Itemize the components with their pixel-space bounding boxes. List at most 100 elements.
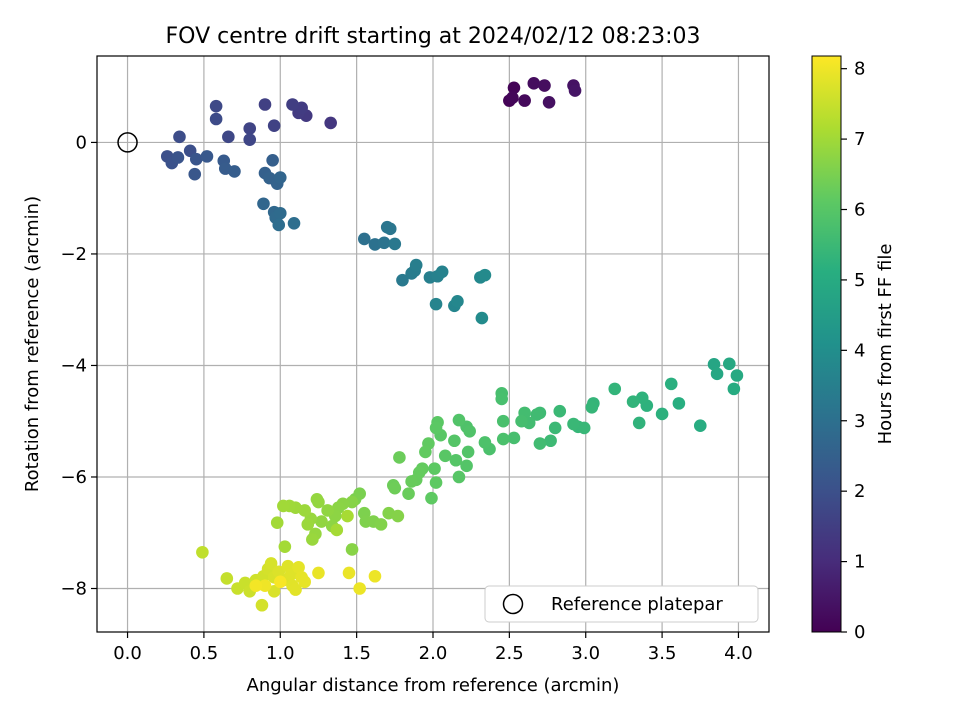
data-point xyxy=(383,222,397,236)
data-point xyxy=(258,98,272,111)
data-point xyxy=(402,487,415,501)
data-point xyxy=(460,459,473,473)
data-point xyxy=(533,437,547,450)
data-point xyxy=(388,481,402,495)
data-point xyxy=(506,91,519,105)
data-point xyxy=(507,81,521,95)
data-point xyxy=(306,533,319,546)
data-point xyxy=(173,130,186,144)
data-point xyxy=(425,491,438,505)
data-point xyxy=(341,509,354,523)
data-point xyxy=(298,575,312,589)
data-point xyxy=(710,367,724,381)
data-point xyxy=(315,515,328,528)
colorbar-gradient xyxy=(811,55,842,633)
data-point xyxy=(448,434,461,448)
colorbar-tick-label: 5 xyxy=(854,270,865,291)
data-point xyxy=(257,197,270,211)
data-point xyxy=(542,95,556,109)
data-point xyxy=(438,449,452,463)
data-point xyxy=(312,566,325,580)
colorbar-tick-label: 2 xyxy=(854,481,865,502)
data-point xyxy=(357,232,371,246)
x-tick-label: 2.5 xyxy=(495,643,524,664)
colorbar-tick-label: 7 xyxy=(854,129,865,150)
y-axis-label: Rotation from reference (arcmin) xyxy=(22,196,43,492)
data-point xyxy=(273,206,287,220)
data-point xyxy=(496,414,510,428)
data-point xyxy=(707,358,721,371)
data-point xyxy=(388,237,402,251)
x-tick-label: 2.0 xyxy=(419,643,448,664)
data-point xyxy=(419,445,432,459)
data-point xyxy=(258,579,272,593)
data-point xyxy=(429,421,443,435)
x-tick-label: 1.5 xyxy=(342,643,371,664)
data-point xyxy=(374,518,388,531)
data-point xyxy=(475,311,489,325)
data-point xyxy=(200,150,214,163)
colorbar-tick-label: 8 xyxy=(854,59,865,80)
x-tick-label: 1.0 xyxy=(266,643,295,664)
colorbar: 0 1 2 3 4 5 6 7 8 Hours from first FF file xyxy=(811,55,896,643)
data-point xyxy=(577,421,591,435)
data-point xyxy=(278,540,292,553)
data-point xyxy=(496,432,510,446)
data-point xyxy=(722,357,736,371)
data-point xyxy=(585,400,599,414)
legend: Reference platepar xyxy=(484,585,759,623)
data-point xyxy=(287,216,301,230)
data-point xyxy=(292,561,305,574)
reference-marker xyxy=(117,132,138,153)
data-point xyxy=(345,543,359,556)
data-point xyxy=(527,77,541,90)
data-point xyxy=(664,377,678,391)
y-tick-label: 0 xyxy=(76,132,87,153)
data-point xyxy=(567,417,580,431)
x-tick-label: 4.0 xyxy=(724,643,753,664)
data-point xyxy=(222,130,235,144)
data-point xyxy=(209,99,223,113)
data-point xyxy=(548,421,562,435)
data-point xyxy=(272,218,286,232)
data-point xyxy=(277,499,290,513)
data-point xyxy=(478,436,492,449)
data-point xyxy=(429,297,443,311)
data-point xyxy=(301,518,315,531)
chart-title: FOV centre drift starting at 2024/02/12 … xyxy=(166,24,701,49)
data-point xyxy=(228,165,241,178)
data-point xyxy=(310,492,324,506)
data-point xyxy=(396,273,409,287)
data-point xyxy=(171,151,185,164)
data-point xyxy=(507,431,521,445)
data-point xyxy=(324,116,337,130)
data-point xyxy=(286,98,299,111)
data-point xyxy=(553,404,567,418)
data-point xyxy=(196,545,209,559)
data-point xyxy=(273,171,287,184)
colorbar-tick-label: 1 xyxy=(854,552,865,573)
data-point xyxy=(220,572,234,585)
data-point xyxy=(632,416,646,430)
data-point xyxy=(429,476,443,489)
data-point xyxy=(264,557,278,570)
y-axis-ticks: 0 −2 −4 −6 −8 xyxy=(60,132,97,600)
data-point xyxy=(249,579,263,593)
data-point xyxy=(727,382,741,396)
data-point xyxy=(452,470,466,484)
y-tick-label: −6 xyxy=(60,467,87,488)
data-point xyxy=(353,582,366,595)
data-point xyxy=(568,84,582,97)
data-point xyxy=(693,419,707,432)
data-point xyxy=(209,112,223,126)
data-point xyxy=(342,566,356,580)
data-point xyxy=(330,523,344,537)
colorbar-tick-label: 0 xyxy=(854,622,865,643)
data-point xyxy=(435,265,449,279)
data-point xyxy=(289,583,302,596)
y-tick-label: −8 xyxy=(60,579,87,600)
data-point xyxy=(538,79,551,92)
data-point xyxy=(255,598,269,612)
y-tick-label: −4 xyxy=(60,355,87,376)
data-point xyxy=(478,268,492,282)
